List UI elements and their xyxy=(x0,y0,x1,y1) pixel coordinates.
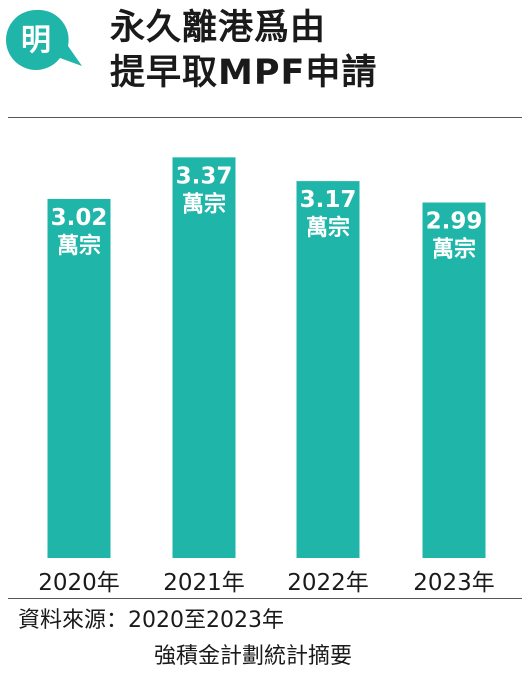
source-line-1: 資料來源：2020至2023年 xyxy=(18,608,284,633)
bar-2023年 xyxy=(422,202,486,558)
bar-unit-label: 萬宗 xyxy=(57,233,101,259)
chart-title: 永久離港爲由 提早取MPF申請 xyxy=(110,6,520,96)
bar-unit-label: 萬宗 xyxy=(306,215,350,241)
x-tick-label: 2022年 xyxy=(287,570,369,596)
logo-glyph: 明 xyxy=(21,23,51,58)
bottom-divider xyxy=(8,598,522,599)
bar-value-label: 3.37 xyxy=(176,163,233,189)
bar-2020年 xyxy=(47,198,111,558)
bar-value-label: 3.17 xyxy=(300,187,357,213)
top-divider xyxy=(8,117,522,118)
x-tick-label: 2023年 xyxy=(413,570,495,596)
bar-2022年 xyxy=(296,181,360,558)
bar-unit-label: 萬宗 xyxy=(182,191,226,217)
source-line-2: 強積金計劃統計摘要 xyxy=(154,644,353,669)
bar-value-label: 3.02 xyxy=(51,205,108,231)
title-line-1: 永久離港爲由 xyxy=(110,8,327,48)
title-line-2: 提早取MPF申請 xyxy=(110,53,378,93)
speech-bubble-icon xyxy=(6,9,82,70)
source-note: 資料來源：2020至2023年 強積金計劃統計摘要 xyxy=(18,603,352,675)
x-tick-label: 2021年 xyxy=(163,570,245,596)
bar-value-label: 2.99 xyxy=(426,209,483,235)
bar-unit-label: 萬宗 xyxy=(432,237,476,263)
bar-chart: 3.02萬宗2020年3.37萬宗2021年3.17萬宗2022年2.99萬宗2… xyxy=(38,157,495,596)
ming-pao-logo: 明 xyxy=(6,9,82,70)
x-tick-label: 2020年 xyxy=(38,570,120,596)
bar-2021年 xyxy=(172,157,236,558)
